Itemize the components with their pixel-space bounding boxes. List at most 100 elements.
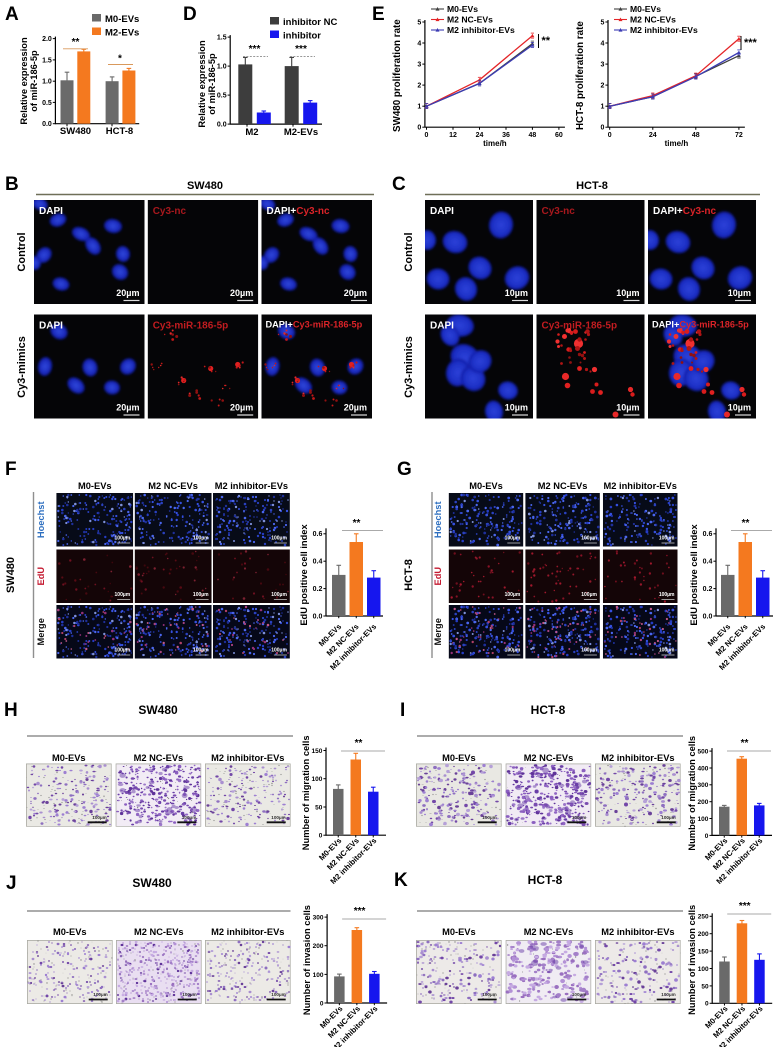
svg-text:HCT-8: HCT-8 xyxy=(106,126,133,137)
svg-text:Hoechst: Hoechst xyxy=(36,501,46,538)
svg-text:100µm: 100µm xyxy=(193,592,209,598)
svg-text:Cy3-mimics: Cy3-mimics xyxy=(16,336,28,398)
svg-text:0.5: 0.5 xyxy=(217,93,227,100)
svg-text:0.0: 0.0 xyxy=(313,613,323,620)
svg-text:100µm: 100µm xyxy=(505,536,521,542)
svg-text:DAPI: DAPI xyxy=(430,321,454,332)
svg-text:5: 5 xyxy=(600,19,604,26)
svg-text:DAPI+Cy3-nc: DAPI+Cy3-nc xyxy=(653,206,717,217)
svg-text:24: 24 xyxy=(476,132,484,139)
svg-text:20µm: 20µm xyxy=(230,403,253,413)
svg-text:**: ** xyxy=(742,518,750,529)
svg-text:2: 2 xyxy=(600,83,604,90)
svg-text:M2 NC-EVs: M2 NC-EVs xyxy=(524,753,574,763)
svg-text:60: 60 xyxy=(555,132,563,139)
svg-text:**: ** xyxy=(355,738,363,749)
svg-text:100µm: 100µm xyxy=(482,815,496,820)
svg-text:Number of migration cells: Number of migration cells xyxy=(301,736,311,851)
svg-text:M0-EVs: M0-EVs xyxy=(630,4,661,14)
svg-text:G: G xyxy=(397,459,412,480)
svg-text:DAPI: DAPI xyxy=(39,206,63,217)
svg-text:**: ** xyxy=(353,518,361,529)
svg-text:100µm: 100µm xyxy=(193,536,209,542)
svg-text:HCT-8: HCT-8 xyxy=(576,180,608,192)
svg-text:150: 150 xyxy=(312,748,323,755)
svg-text:1: 1 xyxy=(600,104,604,111)
svg-text:B: B xyxy=(5,174,19,195)
svg-text:1.0: 1.0 xyxy=(42,79,52,86)
svg-text:SW480: SW480 xyxy=(187,180,223,192)
svg-text:100µm: 100µm xyxy=(581,592,597,598)
svg-text:time/h: time/h xyxy=(483,139,507,148)
svg-text:M2 inhibitor-EVs: M2 inhibitor-EVs xyxy=(601,753,674,763)
svg-text:100: 100 xyxy=(312,776,323,783)
svg-text:0.2: 0.2 xyxy=(313,586,323,593)
svg-text:1: 1 xyxy=(417,104,421,111)
svg-text:M2 inhibitor-EVs: M2 inhibitor-EVs xyxy=(447,25,515,35)
svg-text:DAPI+Cy3-miR-186-5p: DAPI+Cy3-miR-186-5p xyxy=(266,320,363,330)
svg-text:0.0: 0.0 xyxy=(42,121,52,128)
svg-text:M0-EVs: M0-EVs xyxy=(52,753,86,763)
svg-text:50: 50 xyxy=(315,804,323,811)
svg-text:100µm: 100µm xyxy=(659,648,675,654)
svg-text:3: 3 xyxy=(417,62,421,69)
svg-text:20µm: 20µm xyxy=(344,403,367,413)
svg-text:72: 72 xyxy=(735,132,743,139)
svg-text:DAPI: DAPI xyxy=(430,206,454,217)
svg-text:HCT-8: HCT-8 xyxy=(403,559,415,591)
svg-text:100µm: 100µm xyxy=(659,592,675,598)
svg-text:D: D xyxy=(183,4,197,25)
svg-text:1.5: 1.5 xyxy=(217,35,227,42)
svg-text:***: *** xyxy=(295,44,307,55)
svg-text:inhibitor NC: inhibitor NC xyxy=(283,17,337,28)
svg-text:Relative expression: Relative expression xyxy=(19,37,29,125)
svg-text:time/h: time/h xyxy=(665,139,689,148)
svg-text:0.2: 0.2 xyxy=(703,586,713,593)
svg-text:EdU: EdU xyxy=(36,567,46,586)
svg-text:20µm: 20µm xyxy=(116,288,139,298)
svg-text:M2 NC-EVs: M2 NC-EVs xyxy=(630,15,676,25)
svg-text:100µm: 100µm xyxy=(182,815,196,820)
svg-text:HCT-8: HCT-8 xyxy=(531,703,566,717)
svg-text:10µm: 10µm xyxy=(616,288,639,298)
svg-text:0.4: 0.4 xyxy=(703,559,713,566)
svg-text:M2 NC-EVs: M2 NC-EVs xyxy=(134,753,184,763)
svg-text:M2-EVs: M2-EVs xyxy=(284,127,318,138)
svg-text:100µm: 100µm xyxy=(271,536,287,542)
svg-text:*: * xyxy=(118,54,122,65)
svg-text:DAPI: DAPI xyxy=(39,321,63,332)
svg-text:M0-EVs: M0-EVs xyxy=(469,481,503,491)
svg-text:4: 4 xyxy=(600,40,604,47)
svg-text:100µm: 100µm xyxy=(581,648,597,654)
svg-text:A: A xyxy=(5,4,19,25)
svg-text:100µm: 100µm xyxy=(659,536,675,542)
svg-text:SW480 proliferation rate: SW480 proliferation rate xyxy=(392,19,403,132)
svg-text:0.4: 0.4 xyxy=(313,559,323,566)
svg-text:0: 0 xyxy=(425,132,429,139)
svg-text:Merge: Merge xyxy=(36,618,46,645)
svg-text:10µm: 10µm xyxy=(505,288,528,298)
svg-text:100µm: 100µm xyxy=(581,536,597,542)
svg-text:2.0: 2.0 xyxy=(42,36,52,43)
svg-text:100µm: 100µm xyxy=(115,592,131,598)
svg-text:of miR-186-5p: of miR-186-5p xyxy=(207,53,217,115)
svg-text:Hoechst: Hoechst xyxy=(433,501,443,538)
svg-text:4: 4 xyxy=(417,40,421,47)
svg-text:C: C xyxy=(392,174,406,195)
svg-text:100µm: 100µm xyxy=(115,648,131,654)
svg-text:10µm: 10µm xyxy=(505,403,528,413)
svg-text:F: F xyxy=(5,459,17,480)
svg-text:12: 12 xyxy=(449,132,457,139)
svg-text:Cy3-miR-186-5p: Cy3-miR-186-5p xyxy=(153,321,229,332)
svg-text:100µm: 100µm xyxy=(193,648,209,654)
svg-text:M2 NC-EVs: M2 NC-EVs xyxy=(148,481,198,491)
svg-text:inhibitor: inhibitor xyxy=(283,31,321,42)
svg-text:Cy3-mimics: Cy3-mimics xyxy=(403,336,415,398)
svg-text:20µm: 20µm xyxy=(116,403,139,413)
svg-text:SW480: SW480 xyxy=(60,126,91,137)
svg-text:I: I xyxy=(400,700,405,721)
svg-text:M2 inhibitor-EVs: M2 inhibitor-EVs xyxy=(604,481,677,491)
svg-text:M2 inhibitor-EVs: M2 inhibitor-EVs xyxy=(211,753,284,763)
svg-text:EdU positive cell index: EdU positive cell index xyxy=(689,524,699,626)
svg-text:0.5: 0.5 xyxy=(42,100,52,107)
